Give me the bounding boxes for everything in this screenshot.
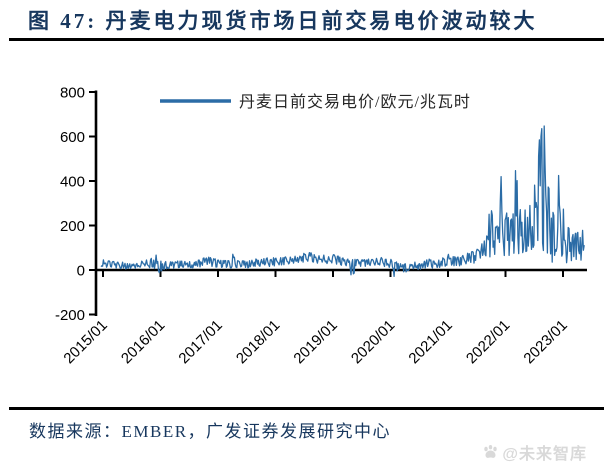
paw-icon xyxy=(484,444,498,458)
y-tick-label: 400 xyxy=(60,174,85,191)
y-tick-label: 0 xyxy=(77,263,85,280)
x-tick-label: 2023/01 xyxy=(520,317,570,367)
x-tick-label: 2020/01 xyxy=(348,317,398,367)
x-tick-label: 2022/01 xyxy=(463,317,513,367)
x-tick-label: 2015/01 xyxy=(60,317,110,367)
title-divider xyxy=(9,38,604,41)
figure-title: 图 47: 丹麦电力现货市场日前交易电价波动较大 xyxy=(28,9,538,33)
x-tick-label: 2019/01 xyxy=(290,317,340,367)
footer-divider xyxy=(9,407,604,410)
y-tick-label: -200 xyxy=(55,307,85,324)
y-tick-label: 200 xyxy=(60,218,85,235)
watermark: @未来智库 xyxy=(482,440,587,464)
x-tick-label: 2018/01 xyxy=(233,317,283,367)
x-tick-label: 2021/01 xyxy=(405,317,455,367)
price-chart: 丹麦日前交易电价/欧元/兆瓦时 800 600 400 200 0 -200 2… xyxy=(55,85,587,367)
watermark-text: @未来智库 xyxy=(502,446,587,463)
source-text: 数据来源：EMBER，广发证券发展研究中心 xyxy=(29,422,392,441)
x-tick-label: 2016/01 xyxy=(118,317,168,367)
price-line xyxy=(100,125,585,278)
y-tick-label: 800 xyxy=(60,85,85,102)
x-tick-label: 2017/01 xyxy=(175,317,225,367)
legend-label: 丹麦日前交易电价/欧元/兆瓦时 xyxy=(239,93,471,111)
y-tick-label: 600 xyxy=(60,129,85,146)
